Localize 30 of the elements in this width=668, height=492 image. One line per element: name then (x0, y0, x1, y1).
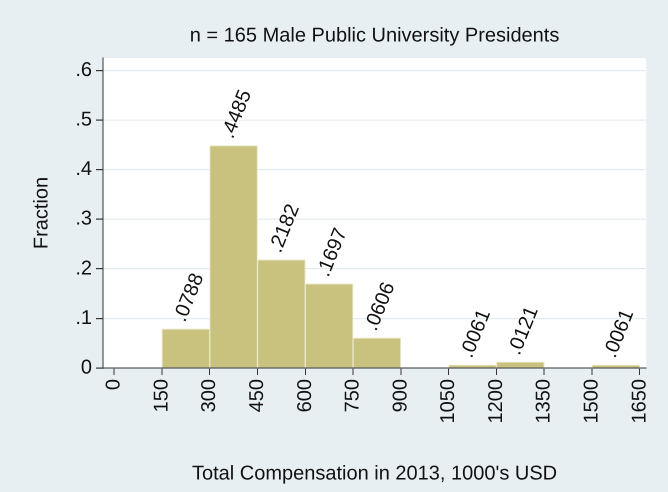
x-tick-label: 1200 (484, 379, 507, 424)
x-tick-label: 1350 (532, 379, 555, 424)
y-tick-label: 0 (80, 356, 92, 379)
x-tick-label: 0 (102, 379, 125, 390)
x-tick-label: 900 (389, 379, 412, 412)
y-tick-label: .6 (75, 58, 92, 81)
y-tick-label: .1 (75, 306, 92, 329)
data-label: .1697 (312, 225, 352, 280)
x-tick-label: 1500 (580, 379, 602, 424)
data-label: .0788 (169, 270, 208, 325)
y-tick-label: .2 (75, 257, 92, 280)
y-tick-label: .4 (75, 158, 92, 180)
chart-title: n = 165 Male Public University Presidents (190, 24, 560, 47)
data-label: .4485 (216, 86, 256, 142)
data-label: .0061 (456, 306, 496, 361)
data-label: .0606 (360, 279, 400, 334)
x-tick-label: 450 (246, 379, 268, 412)
y-tick-label: .3 (75, 208, 92, 230)
x-tick-label: 750 (342, 379, 364, 412)
y-tick-label: .5 (75, 108, 92, 131)
x-tick-label: 150 (150, 379, 172, 412)
data-label: .0121 (504, 303, 543, 358)
x-axis-title: Total Compensation in 2013, 1000's USD (192, 462, 558, 485)
x-tick-label: 300 (198, 379, 220, 412)
x-tick-label: 1050 (437, 379, 460, 424)
y-axis-title: Fraction (30, 176, 53, 250)
data-label: .0061 (599, 306, 638, 361)
x-tick-label: 1650 (628, 379, 650, 424)
x-tick-label: 600 (294, 379, 316, 412)
data-label: .2182 (264, 201, 304, 256)
